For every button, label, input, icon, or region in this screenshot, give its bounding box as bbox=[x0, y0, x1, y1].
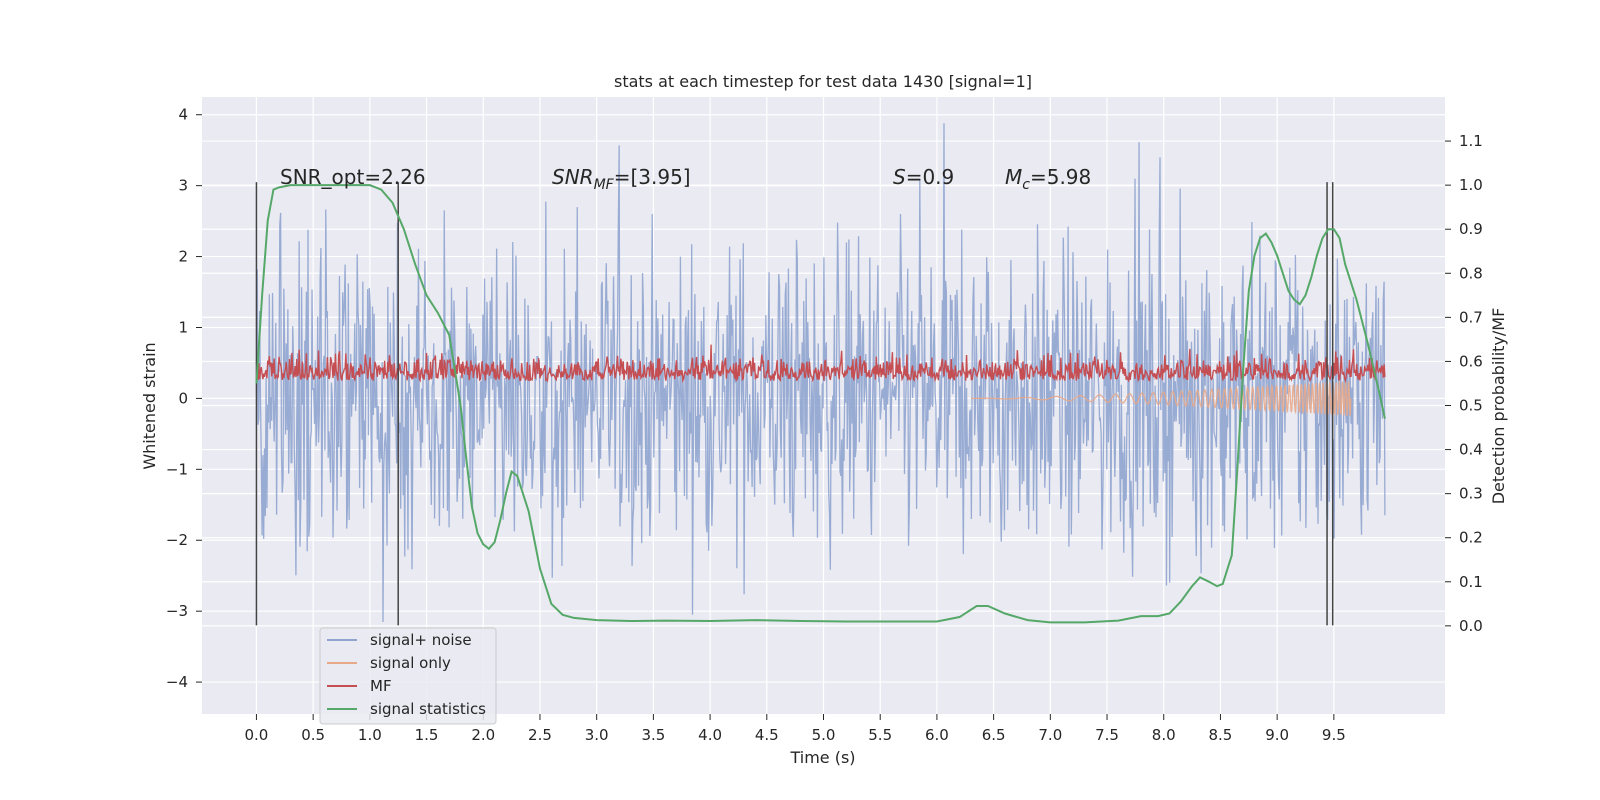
y-axis-left-title: Whitened strain bbox=[140, 342, 159, 469]
vertical-markers bbox=[255, 182, 1334, 626]
x-tick-label: 9.0 bbox=[1265, 726, 1289, 744]
series-signal-noise bbox=[255, 123, 1386, 622]
y-right-tick-label: 0.8 bbox=[1459, 264, 1483, 282]
series-signal-only bbox=[970, 380, 1352, 417]
y-left-tick-label: −3 bbox=[166, 602, 188, 620]
annotation-mc-sub: c bbox=[1022, 177, 1030, 193]
x-axis-title: Time (s) bbox=[789, 748, 855, 767]
x-tick-label: 5.0 bbox=[812, 726, 836, 744]
y-left-tick-label: 2 bbox=[178, 248, 188, 266]
annotation-snr-mf-sub: MF bbox=[594, 177, 615, 193]
x-tick-label: 6.0 bbox=[925, 726, 949, 744]
y-left-tick-label: 4 bbox=[178, 106, 188, 124]
y-left-tick-label: 0 bbox=[178, 389, 188, 407]
x-tick-label: 4.0 bbox=[698, 726, 722, 744]
signal-only-trace bbox=[970, 380, 1352, 417]
legend-box bbox=[319, 627, 497, 725]
legend-label-mf: MF bbox=[370, 677, 392, 695]
y-right-tick-label: 0.4 bbox=[1459, 441, 1483, 459]
y-right-tick-label: 0.1 bbox=[1459, 573, 1483, 591]
x-tick-label: 8.0 bbox=[1152, 726, 1176, 744]
series-mf bbox=[255, 344, 1386, 384]
y-right-tick-label: 0.6 bbox=[1459, 352, 1483, 370]
axis-ticks: 0.0 0.5 1.0 1.5 2.0 2.5 3.0 3.5 4.0 4.5 5.0 5.5 6.0 6… bbox=[166, 106, 1483, 744]
y-left-tick-label: 3 bbox=[178, 177, 188, 195]
x-tick-label: 3.0 bbox=[585, 726, 609, 744]
y-right-tick-label: 0.5 bbox=[1459, 397, 1483, 415]
y-left-tick-label: 1 bbox=[178, 318, 188, 336]
annotation-mc-base: M bbox=[1005, 165, 1022, 189]
y-right-tick-label: 0.2 bbox=[1459, 529, 1483, 547]
x-tick-label: 5.5 bbox=[868, 726, 892, 744]
annotation-snr-mf-value: =[3.95] bbox=[614, 165, 691, 189]
signal-noise-trace bbox=[255, 123, 1386, 622]
annotation-s-symbol: S bbox=[893, 165, 906, 189]
legend-label-signal-noise: signal+ noise bbox=[370, 631, 472, 649]
x-tick-label: 7.0 bbox=[1038, 726, 1062, 744]
y-left-tick-label: −2 bbox=[166, 531, 188, 549]
y-left-tick-label: −1 bbox=[166, 460, 188, 478]
y-right-tick-label: 0.0 bbox=[1459, 617, 1483, 635]
annotation-mc: Mc=5.98 bbox=[1005, 165, 1091, 193]
y-right-tick-label: 1.1 bbox=[1459, 132, 1483, 150]
y-right-tick-label: 0.7 bbox=[1459, 308, 1483, 326]
legend: signal+ noise signal only MF signal stat… bbox=[319, 627, 497, 725]
x-tick-label: 3.5 bbox=[641, 726, 665, 744]
x-tick-label: 1.0 bbox=[358, 726, 382, 744]
x-tick-label: 0.0 bbox=[245, 726, 269, 744]
annotation-snr-mf: SNRMF=[3.95] bbox=[552, 165, 691, 193]
x-tick-label: 0.5 bbox=[301, 726, 325, 744]
y-left-tick-label: −4 bbox=[166, 673, 188, 691]
y-right-tick-label: 0.9 bbox=[1459, 220, 1483, 238]
signal-statistics-line bbox=[255, 184, 1386, 624]
x-tick-label: 8.5 bbox=[1209, 726, 1233, 744]
y-right-tick-label: 1.0 bbox=[1459, 176, 1483, 194]
series-signal-statistics bbox=[255, 184, 1386, 624]
annotation-s: S=0.9 bbox=[893, 165, 954, 189]
x-tick-label: 9.5 bbox=[1322, 726, 1346, 744]
mf-trace bbox=[255, 344, 1386, 384]
annotation-s-value: =0.9 bbox=[906, 165, 955, 189]
annotation-snr-mf-base: SNR bbox=[552, 165, 594, 189]
x-tick-label: 2.0 bbox=[471, 726, 495, 744]
chart-title: stats at each timestep for test data 143… bbox=[614, 72, 1032, 91]
x-tick-label: 7.5 bbox=[1095, 726, 1119, 744]
legend-label-signal-statistics: signal statistics bbox=[370, 700, 486, 718]
x-tick-label: 6.5 bbox=[982, 726, 1006, 744]
x-tick-label: 4.5 bbox=[755, 726, 779, 744]
x-tick-label: 1.5 bbox=[415, 726, 439, 744]
legend-label-signal-only: signal only bbox=[370, 654, 451, 672]
y-right-tick-label: 0.3 bbox=[1459, 485, 1483, 503]
x-tick-label: 2.5 bbox=[528, 726, 552, 744]
annotation-mc-value: =5.98 bbox=[1030, 165, 1091, 189]
y-axis-right-title: Detection probability/MF bbox=[1489, 308, 1508, 505]
annotation-snr-opt: SNR_opt=2.26 bbox=[280, 165, 426, 189]
